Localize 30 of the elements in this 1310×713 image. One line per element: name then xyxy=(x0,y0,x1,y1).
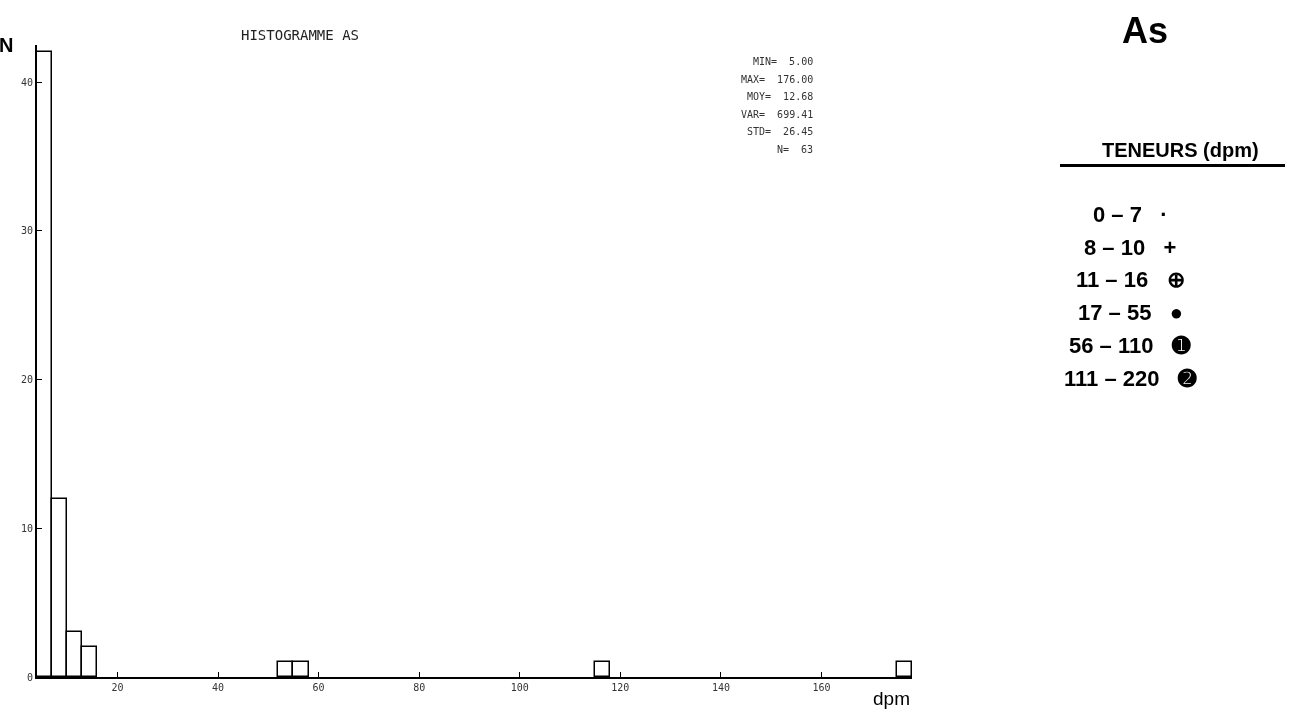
annotation: MAX= 176.00 xyxy=(741,74,814,85)
y-tick-label: 10 xyxy=(20,522,33,534)
y-tick-label: 30 xyxy=(20,225,33,237)
text: 11 – 16 ⊕ xyxy=(1076,267,1185,292)
x-tick-label: 140 xyxy=(711,682,730,693)
text: TENEURS (dpm) xyxy=(1102,139,1259,161)
chart-title: HISTOGRAMME AS xyxy=(241,27,360,43)
text: 17 – 55 ● xyxy=(1078,300,1184,325)
y-tick-label: 0 xyxy=(26,671,33,683)
x-tick-label: 120 xyxy=(611,682,630,693)
text: As xyxy=(1122,10,1169,51)
annotation: VAR= 699.41 xyxy=(741,109,814,120)
x-tick-label: 40 xyxy=(212,682,225,693)
x-tick-label: 60 xyxy=(312,682,325,693)
annotation: N= 63 xyxy=(777,144,814,155)
y-tick-label: 40 xyxy=(20,76,33,88)
y-axis-title: N xyxy=(0,34,14,56)
x-tick-label: 20 xyxy=(111,682,124,693)
text: 56 – 110 ➊ xyxy=(1069,333,1191,358)
text: 8 – 10 + xyxy=(1084,235,1177,260)
annotation: STD= 26.45 xyxy=(747,126,814,137)
text: 111 – 220 ➋ xyxy=(1064,366,1197,391)
x-tick-label: 100 xyxy=(510,682,529,693)
x-tick-label: 160 xyxy=(812,682,831,693)
annotation: MIN= 5.00 xyxy=(753,56,814,67)
annotation: MOY= 12.68 xyxy=(747,91,814,102)
x-tick-label: 80 xyxy=(413,682,426,693)
y-tick-label: 20 xyxy=(20,374,33,386)
text: 0 – 7 · xyxy=(1093,202,1168,227)
x-axis-title: dpm xyxy=(873,688,910,709)
